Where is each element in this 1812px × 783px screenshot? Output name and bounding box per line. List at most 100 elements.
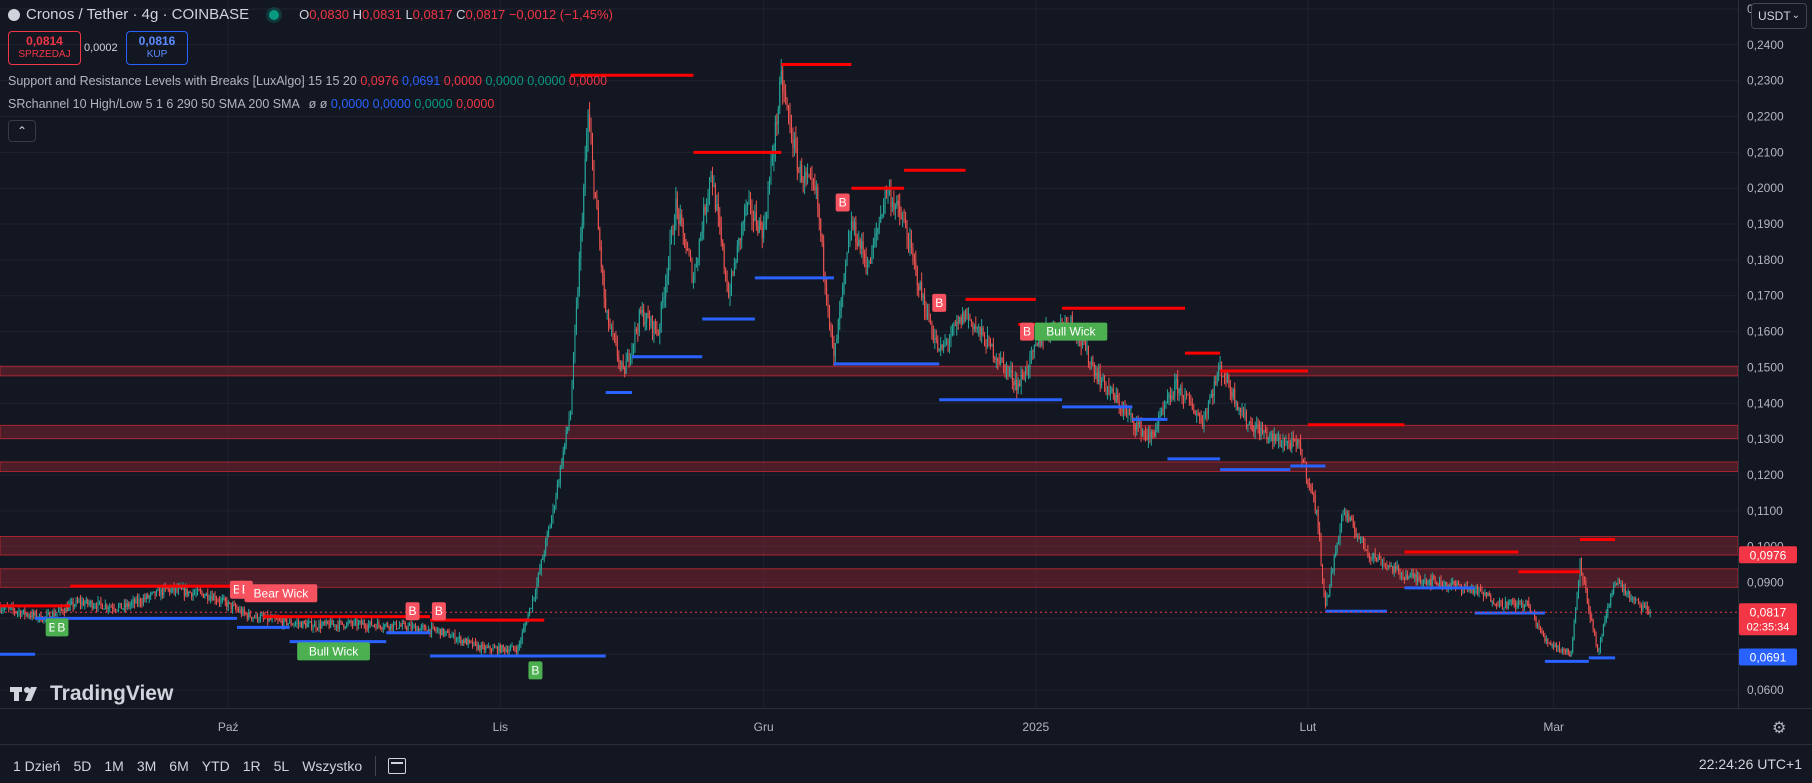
low-label: L [405,7,413,22]
sr-channel-band [0,568,1738,588]
sell-button[interactable]: 0,0814 SPRZEDAJ [8,31,81,65]
candle-body [1155,428,1157,436]
range-1y-button[interactable]: 1R [242,758,261,774]
range-3m-button[interactable]: 3M [136,758,157,774]
candle-body [319,623,321,629]
candle-body [935,338,937,340]
price-scale[interactable]: 0,06000,07000,08000,09000,10000,11000,12… [1738,0,1812,708]
candle-body [1335,551,1337,557]
range-5y-button[interactable]: 5L [273,758,290,774]
price-tick-label: 0,1600 [1747,325,1784,339]
candle-body [1194,413,1196,415]
candle-body [1370,557,1372,559]
price-tick-label: 0,1800 [1747,253,1784,267]
candle-body [375,625,377,629]
candle-body [1374,553,1376,559]
candle-body [799,165,801,172]
candle-body [157,589,159,591]
candle-body [1038,338,1040,346]
candle-body [376,622,378,629]
candle-body [804,172,806,183]
time-axis[interactable]: Paź Lis Gru 2025 Lut Mar [0,708,1812,745]
candle-body [97,600,99,609]
candle-body [139,598,141,604]
candle-body [991,344,993,347]
candle-body [1302,462,1305,464]
candle-body [1381,562,1384,566]
currency-select[interactable]: USDT ⌄ [1751,3,1807,29]
srchannel-name[interactable]: SRchannel 10 High/Low 5 1 6 290 50 SMA 2… [8,97,300,111]
candle-body [751,203,753,219]
candle-body [1638,600,1640,602]
candle-body [1553,645,1555,647]
candle-body [570,412,572,420]
tradingview-logo[interactable]: TradingView [10,682,173,706]
candle-body [236,608,238,610]
candle-body [277,619,279,621]
range-all-button[interactable]: Wszystko [302,758,363,774]
candle-body [697,258,699,265]
buy-button[interactable]: 0,0816 KUP [126,31,188,65]
candle-body [151,592,153,594]
candle-body [132,600,134,603]
clock-timezone[interactable]: 22:24:26 UTC+1 [1698,756,1802,772]
candle-body [400,626,402,628]
candle-body [417,628,419,632]
candle-body [1096,372,1098,382]
settings-gear-icon[interactable]: ⚙ [1772,720,1787,737]
candle-body [141,603,143,605]
candle-body [747,202,749,207]
candle-body [1244,412,1246,418]
range-1m-button[interactable]: 1M [104,758,124,774]
candle-body [1019,383,1021,386]
range-ytd-button[interactable]: YTD [201,758,230,774]
candle-body [1006,366,1008,374]
symbol-title[interactable]: Cronos / Tether · 4g · COINBASE [26,6,250,23]
candle-body [905,219,907,229]
candle-body [1086,345,1088,351]
luxalgo-legend[interactable]: Support and Resistance Levels with Break… [8,74,607,88]
candle-body [862,241,864,254]
marker-text: B [49,620,57,634]
candle-body [1604,620,1606,626]
range-5d-button[interactable]: 5D [73,758,92,774]
close-label: C [456,7,466,22]
luxalgo-name[interactable]: Support and Resistance Levels with Break… [8,74,357,88]
candle-body [170,589,172,593]
candle-body [414,625,416,632]
candle-body [202,593,204,598]
candle-body [1642,605,1644,610]
candle-body [1544,636,1546,641]
candle-body [1324,593,1326,606]
candle-body [1133,418,1135,427]
candle-body [631,347,633,358]
candle-body [782,70,784,93]
luxalgo-value-4: 0,0000 [485,74,524,88]
candle-body [970,319,972,322]
candle-body [1206,412,1208,414]
srchannel-legend[interactable]: SRchannel 10 High/Low 5 1 6 290 50 SMA 2… [8,97,494,111]
candle-body [1459,584,1461,588]
candle-body [1632,597,1634,599]
candle-body [169,588,171,593]
candle-body [1383,562,1385,564]
candle-body [333,624,335,626]
candle-body [891,202,893,207]
candle-body [470,640,472,642]
date-range-calendar-icon[interactable] [388,758,407,774]
candle-body [549,525,551,529]
candle-body [331,620,333,625]
bear-break-marker: B [932,293,947,312]
candle-body [251,616,253,619]
candle-body [1035,344,1037,346]
range-6m-button[interactable]: 6M [169,758,189,774]
candle-body [673,226,675,235]
market-status-icon[interactable] [269,9,280,20]
time-tick-label: Gru [754,720,774,734]
candle-body [1080,341,1082,346]
candle-body [239,609,241,612]
range-1d-button[interactable]: 1 Dzień [13,758,61,774]
collapse-legend-button[interactable]: ⌃ [8,120,36,142]
